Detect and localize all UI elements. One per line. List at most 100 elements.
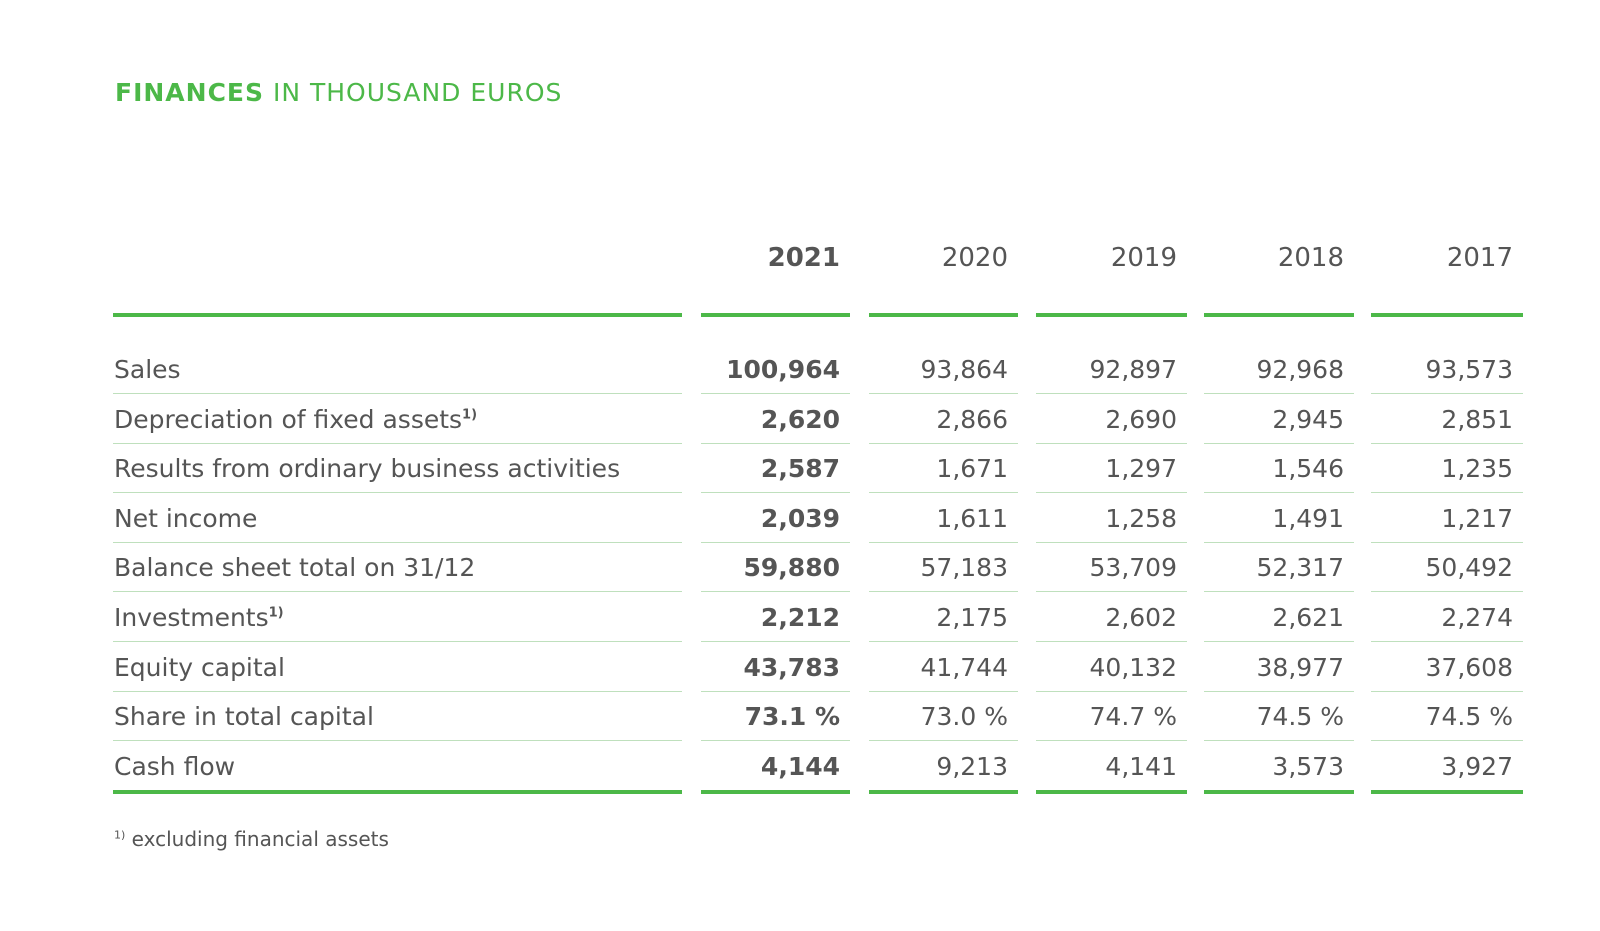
row-separator [869, 591, 1018, 593]
cell: 37,608 [1425, 652, 1513, 682]
header-rule [1371, 313, 1523, 317]
cell: 1,671 [936, 454, 1008, 484]
cell: 93,573 [1425, 355, 1513, 384]
cell: 73.0 % [920, 702, 1008, 732]
row-label-text: Investments [114, 603, 269, 632]
row-label: Sales [114, 355, 181, 384]
cell: 2,587 [760, 454, 840, 484]
cell: 1,235 [1441, 454, 1513, 484]
cell: 1,217 [1441, 503, 1513, 533]
cell: 93,864 [920, 355, 1008, 384]
bottom-rule [1036, 789, 1187, 794]
cell: 2,851 [1441, 404, 1513, 434]
header-rule [113, 313, 682, 317]
cell: 74.5 % [1425, 702, 1513, 732]
row-separator [701, 492, 850, 494]
row-label-text: Balance sheet total on 31/12 [114, 553, 476, 583]
row-separator [1371, 591, 1523, 593]
cell: 4,144 [760, 751, 840, 781]
row-label: Net income [114, 504, 257, 533]
row-separator [869, 641, 1018, 642]
row-label: Depreciation of fixed assets1) [114, 405, 477, 434]
footnote-marker: 1) [114, 828, 126, 842]
row-separator [1371, 442, 1523, 444]
row-separator [1036, 492, 1187, 494]
cell: 2,945 [1272, 404, 1344, 434]
row-separator [1036, 442, 1187, 444]
row-separator [1371, 541, 1523, 543]
cell: 1,546 [1272, 454, 1344, 484]
cell: 9,213 [936, 751, 1008, 781]
note-marker: 1) [462, 407, 478, 423]
row-separator [869, 492, 1018, 494]
row-label-text: Equity capital [114, 652, 285, 682]
row-separator [113, 740, 682, 742]
bottom-rule [113, 789, 682, 794]
row-label-text: Net income [114, 503, 258, 533]
note-marker: 1) [268, 605, 284, 621]
cell: 1,611 [936, 503, 1008, 533]
row-separator [113, 393, 682, 394]
row-label: Results from ordinary business activitie… [114, 454, 620, 483]
cell: 38,977 [1256, 652, 1344, 682]
column-header: 2021 [767, 243, 840, 273]
row-separator [1371, 393, 1523, 394]
cell: 53,709 [1089, 553, 1177, 583]
row-separator [1204, 492, 1354, 494]
row-separator [1204, 442, 1354, 444]
row-separator [113, 541, 682, 543]
row-separator [113, 591, 682, 593]
row-label: Investments1) [114, 603, 284, 632]
cell: 50,492 [1425, 553, 1513, 583]
row-separator [701, 442, 850, 444]
bottom-rule [1204, 789, 1354, 794]
row-label: Balance sheet total on 31/12 [114, 553, 475, 582]
row-separator [113, 492, 682, 494]
row-separator [1036, 641, 1187, 642]
cell: 4,141 [1105, 751, 1177, 781]
cell: 1,297 [1105, 454, 1177, 484]
footnote: 1) excluding financial assets [114, 827, 389, 851]
title-rest: IN THOUSAND EUROS [272, 78, 563, 107]
row-label: Cash flow [114, 752, 235, 781]
cell: 3,573 [1272, 751, 1344, 781]
column-header: 2018 [1277, 243, 1344, 273]
cell: 2,274 [1441, 603, 1513, 632]
row-separator [701, 591, 850, 593]
cell: 92,897 [1089, 355, 1177, 384]
header-rule [869, 313, 1018, 317]
row-separator [869, 442, 1018, 444]
cell: 74.7 % [1089, 702, 1177, 732]
row-separator [701, 393, 850, 394]
row-separator [1371, 740, 1523, 742]
row-separator [1036, 690, 1187, 692]
cell: 2,602 [1105, 603, 1177, 632]
footnote-text: excluding financial assets [131, 827, 389, 851]
row-label-text: Sales [114, 355, 181, 384]
title: FINANCES IN THOUSAND EUROS [115, 78, 562, 107]
row-label-text: Depreciation of fixed assets [114, 404, 463, 434]
cell: 73.1 % [744, 702, 840, 732]
cell: 100,964 [726, 355, 840, 384]
row-separator [1036, 740, 1187, 742]
row-separator [113, 690, 682, 692]
cell: 2,690 [1105, 404, 1177, 434]
cell: 1,258 [1105, 503, 1177, 533]
row-separator [869, 690, 1018, 692]
row-separator [1036, 541, 1187, 543]
row-label-text: Share in total capital [114, 702, 374, 732]
header-rule [1036, 313, 1187, 317]
row-separator [1204, 690, 1354, 692]
cell: 2,175 [936, 603, 1008, 632]
row-separator [701, 541, 850, 543]
row-separator [1204, 740, 1354, 742]
row-separator [869, 541, 1018, 543]
row-label: Share in total capital [114, 702, 374, 731]
header-rule [1204, 313, 1354, 317]
row-separator [113, 442, 682, 444]
bottom-rule [1371, 789, 1523, 794]
cell: 41,744 [920, 652, 1008, 682]
cell: 2,621 [1272, 603, 1344, 632]
cell: 3,927 [1441, 751, 1513, 781]
cell: 57,183 [920, 553, 1008, 583]
